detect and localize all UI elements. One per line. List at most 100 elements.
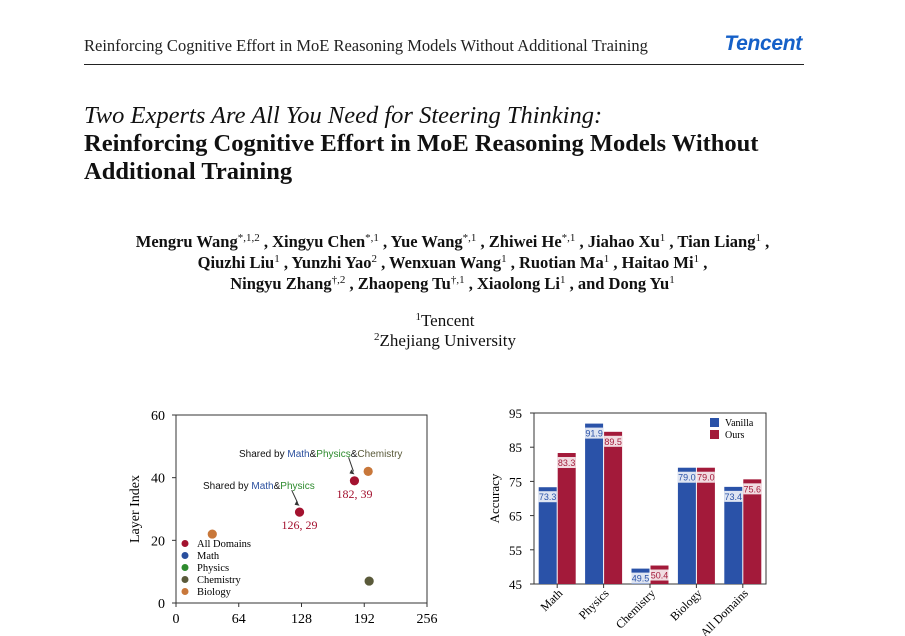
bar-value-label: 91.9: [585, 429, 603, 439]
author-affiliation-marker: 1: [659, 232, 666, 244]
annotation-fragment: &: [274, 481, 281, 492]
bar-value-label: 75.6: [744, 484, 762, 494]
affiliation-1: 1Tencent: [415, 311, 475, 330]
annotation-fragment: Shared by: [239, 449, 287, 460]
y-tick-label: 75: [509, 474, 522, 489]
y-tick-label: 85: [509, 440, 522, 455]
y-tick-label: 60: [151, 409, 165, 424]
annotation-fragment: Chemistry: [357, 449, 402, 460]
author-name: Haitao Mi: [621, 253, 694, 272]
author-separator: ,: [609, 253, 622, 272]
author-name: Zhiwei He: [488, 232, 562, 251]
bar-value-label-bg: [696, 471, 715, 483]
annotation-fragment: Physics: [316, 449, 350, 460]
x-tick-label: 128: [291, 612, 312, 627]
tencent-logo: Tencent: [724, 32, 802, 55]
bar: [585, 423, 604, 584]
legend-marker: [181, 588, 189, 595]
legend-label: Math: [197, 551, 220, 562]
annotation-fragment: Shared by: [203, 481, 251, 492]
author-affiliation-marker: 1: [693, 253, 700, 265]
x-tick-label: All Domains: [697, 586, 751, 636]
author-name: Zhaopeng Tu: [357, 274, 451, 293]
bar-value-label: 73.3: [539, 492, 557, 502]
legend-marker: [181, 564, 189, 571]
author-affiliation-marker: 2: [371, 253, 377, 265]
author-affiliation-marker: †,2: [331, 274, 346, 286]
author-separator: ,: [699, 253, 708, 272]
author-affiliation-marker: *,1: [561, 232, 576, 244]
author-separator: ,: [279, 253, 292, 272]
bar: [696, 467, 715, 584]
legend-swatch: [710, 430, 719, 439]
bar-value-label: 79.0: [697, 473, 715, 483]
legend-label: All Domains: [197, 539, 251, 550]
title-line-2: Reinforcing Cognitive Effort in MoE Reas…: [84, 130, 759, 157]
bar-value-label-bg: [724, 490, 743, 502]
bar-value-label-bg: [677, 471, 696, 483]
bar-value-label-bg: [557, 457, 576, 469]
author-separator: ,: [345, 274, 358, 293]
author-list: Mengru Wang*,1,2 , Xingyu Chen*,1 , Yue …: [60, 231, 845, 294]
scatter-point: [363, 466, 373, 476]
annotation-fragment: &: [310, 449, 317, 460]
scatter-point: [349, 476, 360, 486]
author-name: Qiuzhi Liu: [197, 253, 275, 272]
expert-layer-scatter-chart: 0 64 128 192 256 0 20 40 60 Layer Index 126, 29 18…: [128, 409, 438, 627]
annotation-fragment: Math: [251, 481, 273, 492]
annotation-fragment: &: [351, 449, 358, 460]
bar-value-label-bg: [538, 491, 557, 503]
author-name: Jiahao Xu: [587, 232, 660, 251]
y-tick-label: 55: [509, 543, 522, 558]
bar: [604, 431, 623, 584]
author-name: Xingyu Chen: [272, 232, 366, 251]
author-name: Wenxuan Wang: [389, 253, 502, 272]
author-separator: , and: [565, 274, 609, 293]
affiliation-list: 1Tencent 2Zhejiang University: [250, 311, 640, 351]
scatter-point: [294, 507, 305, 517]
legend-label: Vanilla: [725, 418, 754, 429]
author-affiliation-marker: 1: [755, 232, 761, 244]
author-separator: ,: [760, 232, 770, 251]
legend-label: Biology: [197, 587, 232, 598]
y-tick-label: 45: [509, 577, 522, 592]
point-label: 126, 29: [282, 518, 318, 532]
y-tick-label: 0: [158, 597, 165, 612]
running-title: Reinforcing Cognitive Effort in MoE Reas…: [84, 36, 648, 55]
annotation-arrow: [291, 489, 299, 503]
title-colon: :: [593, 102, 603, 129]
y-tick-label: 40: [151, 472, 165, 487]
accuracy-bar-chart: 45 55 65 75 85 95 Accuracy 73.3 83.3 Math 91.989.…: [487, 406, 767, 636]
bar-marks: 73.3 83.3 Math 91.989.5 Physics 49.5 50.4 Chemi…: [538, 423, 762, 636]
author-affiliation-marker: 1: [274, 253, 280, 265]
bar-value-label: 79.0: [678, 473, 696, 483]
x-tick-label: Physics: [576, 586, 612, 622]
scatter-point: [207, 529, 217, 539]
y-axis-label: Layer Index: [128, 475, 143, 543]
y-tick-label: 65: [509, 509, 522, 524]
annotation-arrow: [348, 457, 354, 472]
bar-value-label-bg: [585, 427, 604, 439]
bar-value-label-bg: [631, 572, 650, 584]
author-name: Xiaolong Li: [476, 274, 560, 293]
scatter-points: [207, 466, 374, 586]
bar-value-label: 83.3: [558, 458, 576, 468]
author-affiliation-marker: 1: [559, 274, 566, 286]
x-tick-label: 256: [417, 612, 438, 627]
annotation-fragment: Math: [287, 449, 309, 460]
bar-value-label-bg: [743, 483, 762, 495]
author-name: Dong Yu: [608, 274, 670, 293]
author-name: Yunzhi Yao: [291, 253, 372, 272]
legend-label: Ours: [725, 430, 745, 441]
author-affiliation-marker: 1: [669, 274, 675, 286]
x-tick-label: Biology: [667, 586, 704, 623]
bar-value-label: 49.5: [632, 574, 650, 584]
author-name: Ningyu Zhang: [230, 274, 332, 293]
legend-marker: [181, 540, 189, 547]
author-separator: ,: [665, 232, 678, 251]
x-tick-label: 0: [173, 612, 180, 627]
legend-label: Chemistry: [197, 575, 241, 586]
author-separator: ,: [506, 253, 519, 272]
